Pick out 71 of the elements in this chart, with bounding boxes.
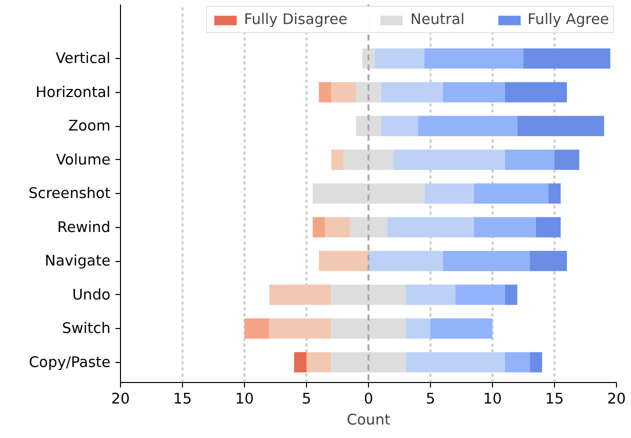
x-tick-label: 15 [173, 390, 192, 408]
bar [312, 217, 326, 238]
x-tick-label: 0 [364, 390, 374, 408]
bar [368, 250, 443, 272]
bar [406, 352, 505, 372]
bar [424, 183, 474, 204]
bar [356, 82, 381, 102]
bar [406, 318, 430, 339]
y-tick-label: Rewind [57, 218, 111, 236]
y-tick-label: Zoom [68, 118, 111, 134]
y-tick-label: Volume [56, 151, 111, 168]
bar [356, 116, 381, 136]
bar [269, 318, 332, 339]
x-tick-label: 5 [302, 390, 312, 408]
bar [380, 82, 443, 102]
x-tick-label: 20 [111, 390, 130, 408]
bar [393, 150, 505, 170]
bar [269, 284, 332, 305]
bar [331, 284, 406, 305]
legend-label: Fully Agree [528, 11, 609, 28]
bar [387, 217, 474, 238]
bar [530, 250, 567, 272]
y-tick-label: Vertical [56, 50, 111, 67]
bar [548, 183, 561, 204]
bar [406, 284, 456, 305]
y-tick-label: Screenshot [28, 185, 111, 202]
bar [504, 352, 530, 372]
y-tick-label: Undo [72, 286, 111, 304]
bar [306, 352, 332, 372]
x-tick-label: 5 [426, 390, 436, 408]
bar [455, 284, 505, 305]
legend-label: Neutral [410, 11, 465, 28]
bar [554, 150, 580, 170]
bar [442, 82, 505, 102]
bar [424, 48, 524, 69]
bar [504, 82, 567, 102]
bar [504, 150, 554, 170]
bar [318, 250, 368, 272]
bar [524, 48, 610, 69]
bar [331, 352, 406, 372]
x-tick-label: 10 [483, 390, 502, 408]
bar [418, 116, 518, 136]
bar [442, 250, 530, 272]
bar [325, 217, 350, 238]
bar [244, 318, 270, 339]
bar [331, 150, 344, 170]
bar [318, 82, 332, 102]
bar [504, 284, 518, 305]
x-tick-label: 15 [545, 390, 564, 408]
bar [536, 217, 561, 238]
y-tick-label: Copy/Paste [28, 354, 111, 371]
bar [374, 48, 424, 69]
y-tick-label: Switch [62, 320, 111, 337]
y-tick-label: Horizontal [36, 84, 111, 101]
bar [474, 217, 536, 238]
bar [294, 352, 306, 372]
x-tick-label: 10 [235, 390, 254, 408]
bar [474, 183, 548, 204]
x-axis-title: Count [346, 412, 391, 428]
bar [530, 352, 542, 372]
bar [344, 150, 394, 170]
bar [380, 116, 418, 136]
bar [331, 82, 356, 102]
x-tick-label: 20 [607, 390, 626, 408]
bar [430, 318, 492, 339]
bar [312, 183, 424, 204]
bar [350, 217, 388, 238]
bar [331, 318, 406, 339]
y-tick-label: Navigate [44, 252, 111, 270]
legend-label: Fully Disagree [244, 11, 348, 28]
bar [517, 116, 604, 136]
